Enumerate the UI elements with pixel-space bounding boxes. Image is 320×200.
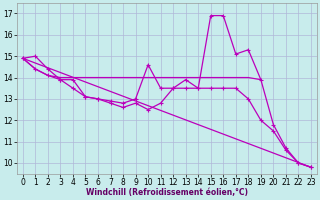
X-axis label: Windchill (Refroidissement éolien,°C): Windchill (Refroidissement éolien,°C) bbox=[86, 188, 248, 197]
